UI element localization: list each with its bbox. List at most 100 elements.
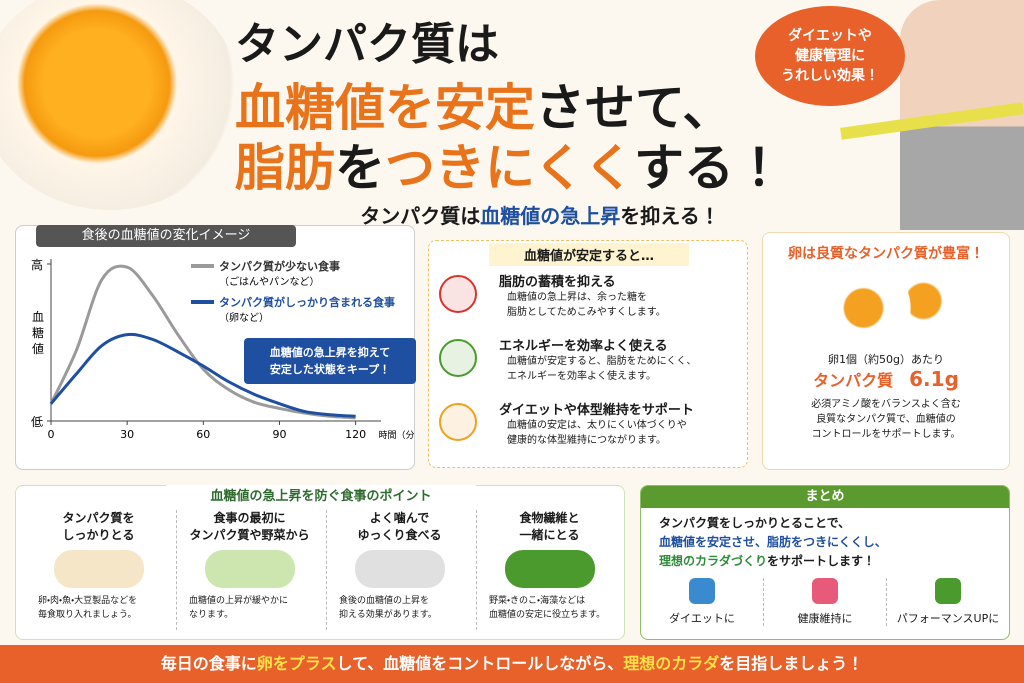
- text-line: ゆっくり食べる: [357, 528, 442, 542]
- tip-image: [204, 550, 295, 588]
- text-segment: 毎日の食事に: [160, 654, 257, 673]
- egg-title: 卵は良質なタンパク質が豊富！: [788, 246, 984, 262]
- text-segment: 理想のカラダづくり: [659, 554, 768, 568]
- tip-image: [354, 550, 445, 588]
- effect-desc: 血糖値の急上昇は、余った糖を 脂肪としてためこみやすくします。: [507, 290, 666, 320]
- text-line: 安定した状態をキープ！: [269, 363, 391, 376]
- text-line: 健康的な体型維持につながります。: [507, 435, 666, 446]
- tip-desc: 野菜・きのこ・海藻などは 血糖値の安定に役立ちます。: [477, 594, 622, 622]
- tip-desc: 卵・肉・魚・大豆製品などを 毎食取り入れましょう。: [26, 594, 171, 622]
- title-line: 脂肪をつきにくくする！: [235, 128, 784, 200]
- x-tick-label: 0: [48, 428, 55, 441]
- effect-title: ダイエットや体型維持をサポート: [499, 403, 694, 418]
- effect-icon: [439, 275, 477, 313]
- icon-label: 健康維持に: [797, 612, 853, 625]
- y-label-char: 糖: [32, 326, 44, 340]
- summary-icon: パフォーマンスUPに: [886, 578, 1009, 626]
- tip-title: 食物繊維と一緒にとる: [477, 510, 622, 544]
- text-segment: タンパク質は: [360, 204, 481, 228]
- subtitle: タンパク質は血糖値の急上昇を抑える！: [300, 200, 780, 229]
- callout: 血糖値の急上昇を抑えて 安定した状態をキープ！: [244, 338, 416, 384]
- text-line: コントロールをサポートします。: [811, 429, 961, 440]
- tip-title: よく噛んでゆっくり食べる: [327, 510, 472, 544]
- text-segment: 卵をプラス: [256, 654, 337, 673]
- boiled-egg: [811, 273, 961, 343]
- summary-title: まとめ: [641, 486, 1009, 508]
- series-line: [49, 264, 356, 420]
- title-line: タンパク質は: [235, 8, 499, 72]
- text-line: よく噛んで: [369, 511, 430, 525]
- text-line: 食事の最初に: [213, 511, 286, 525]
- egg-label: タンパク質: [813, 371, 894, 390]
- footer: 毎日の食事に卵をプラスして、血糖値をコントロールしながら、理想のカラダを目指しま…: [0, 645, 1024, 683]
- effects-title: 血糖値が安定すると…: [489, 243, 689, 266]
- text-line: 卵・肉・魚・大豆製品などを: [38, 596, 138, 606]
- text-segment: を: [335, 139, 385, 197]
- text-line: エネルギーを効率よく使えます。: [507, 371, 656, 382]
- tip-desc: 血糖値の上昇が緩やかに なります。: [177, 594, 322, 622]
- tips-title: 血糖値の急上昇を防ぐ食事のポイント: [166, 485, 476, 504]
- icon-graphic: [812, 578, 838, 604]
- text-line: 抑える効果があります。: [339, 610, 437, 620]
- text-segment: つきにくく: [385, 139, 634, 197]
- text-line: 毎食取り入れましょう。: [38, 610, 137, 620]
- text-segment: 血糖値を安定させ、脂肪をつきにくくし、: [659, 535, 887, 549]
- text-line: 野菜・きのこ・海藻などは: [489, 596, 586, 606]
- icon-label: ダイエットに: [669, 612, 735, 625]
- effects-panel: 血糖値が安定すると… 脂肪の蓄積を抑える 血糖値の急上昇は、余った糖を 脂肪としてた…: [428, 240, 748, 468]
- chart-title: 食後の血糖値の変化イメージ: [36, 225, 296, 247]
- y-tick-label: 高: [31, 258, 43, 272]
- text-line: 良質なタンパク質で、血糖値の: [816, 414, 956, 425]
- text-segment: タンパク質をしっかりとることで、: [659, 516, 851, 530]
- effect-title: 脂肪の蓄積を抑える: [499, 275, 616, 290]
- tips-panel: 血糖値の急上昇を防ぐ食事のポイント タンパク質を しっかりとる 卵・肉・魚・大豆製品…: [15, 485, 625, 640]
- x-tick-label: 90: [272, 428, 286, 441]
- x-tick-label: 30: [120, 428, 134, 441]
- icon-graphic: [689, 578, 715, 604]
- tip-desc: 食後の血糖値の上昇を 抑える効果があります。: [327, 594, 472, 622]
- text-segment: して、血糖値をコントロールしながら、: [336, 654, 624, 673]
- summary-line: 血糖値を安定させ、脂肪をつきにくくし、: [659, 533, 1009, 552]
- summary-icon: ダイエットに: [641, 578, 763, 626]
- summary-icon: 健康維持に: [763, 578, 886, 626]
- text-line: 脂肪としてためこみやすくします。: [507, 307, 666, 318]
- tip: 食物繊維と一緒にとる野菜・きのこ・海藻などは 血糖値の安定に役立ちます。: [476, 510, 622, 630]
- series-line: [49, 332, 356, 418]
- summary-line: タンパク質をしっかりとることで、: [659, 514, 1009, 533]
- egg-desc: 必須アミノ酸をバランスよく含む 良質なタンパク質で、血糖値の コントロールをサポート…: [763, 397, 1009, 442]
- effect-icon: [439, 403, 477, 441]
- text-segment: 血糖値の急上昇: [480, 204, 621, 228]
- text-line: 健康管理に: [795, 48, 865, 64]
- legend-note: （卵など）: [219, 311, 269, 324]
- egg-amount: 6.1g: [909, 367, 959, 391]
- egg-image: [0, 0, 240, 210]
- text-line: 食物繊維と: [519, 511, 580, 525]
- text-segment: 理想のカラダ: [623, 654, 720, 673]
- y-axis-label: 血糖値: [32, 310, 44, 356]
- tip-image: [504, 550, 595, 588]
- effect-icon: [439, 339, 477, 377]
- egg-protein: タンパク質 6.1g: [763, 367, 1009, 391]
- effect-title: エネルギーを効率よく使える: [499, 339, 668, 354]
- tip-image: [53, 550, 144, 588]
- bubble: ダイエットや 健康管理に うれしい効果！: [755, 6, 905, 106]
- summary-line: 理想のカラダづくりをサポートします！: [659, 552, 1009, 571]
- text-line: 一緒にとる: [519, 528, 580, 542]
- legend-label: タンパク質がしっかり含まれる食事: [219, 295, 395, 309]
- tip-title: 食事の最初に タンパク質や野菜から: [177, 510, 322, 544]
- text-line: タンパク質を: [62, 511, 135, 525]
- y-label-char: 値: [32, 341, 44, 356]
- effect-desc: 血糖値の安定は、太りにくい体づくりや 健康的な体型維持につながります。: [507, 418, 687, 448]
- text-segment: 血糖値を安定: [235, 79, 535, 137]
- x-tick-label: 120: [345, 428, 366, 441]
- tip: 食事の最初に タンパク質や野菜から血糖値の上昇が緩やかに なります。: [176, 510, 322, 630]
- text-line: 血糖値が安定すると、脂肪をためにくく、: [507, 356, 697, 367]
- effect-desc: 血糖値が安定すると、脂肪をためにくく、 エネルギーを効率よく使えます。: [507, 354, 696, 384]
- text-line: 血糖値の急上昇を抑えて: [269, 346, 391, 359]
- text-segment: する！: [634, 139, 784, 197]
- icon-graphic: [935, 578, 961, 604]
- summary-panel: まとめ タンパク質をしっかりとることで、 血糖値を安定させ、脂肪をつきにくくし、理…: [640, 485, 1010, 640]
